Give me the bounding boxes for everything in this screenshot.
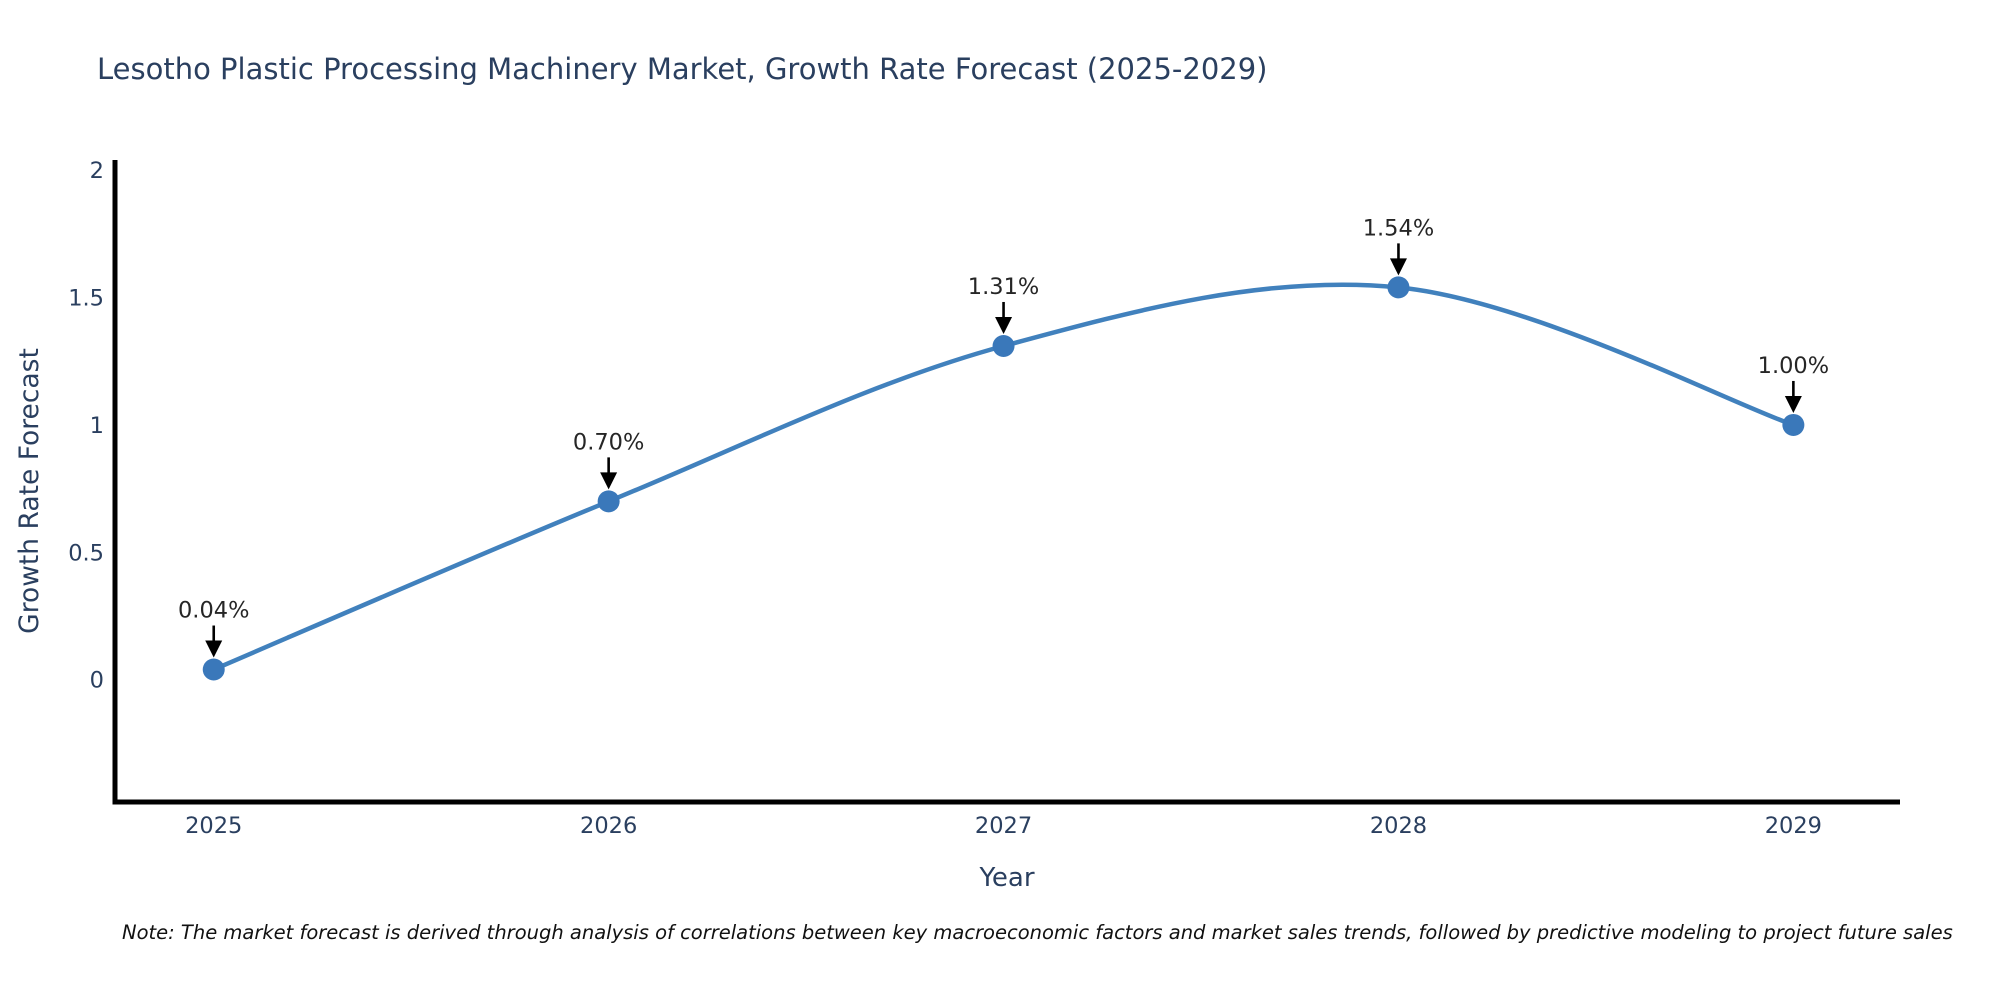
x-tick-label: 2029	[1765, 813, 1822, 839]
y-tick-label: 0	[90, 668, 104, 694]
annotation-arrowhead	[600, 472, 618, 490]
data-point-annotation: 1.00%	[1758, 353, 1829, 413]
annotation-arrowhead	[995, 316, 1013, 334]
data-point-marker	[1782, 413, 1805, 436]
data-point-label: 0.04%	[178, 598, 249, 624]
annotation-arrowhead	[1784, 395, 1802, 413]
data-point-annotation: 0.70%	[573, 429, 644, 490]
data-point-annotation: 1.31%	[968, 274, 1039, 334]
y-tick-label: 1	[90, 413, 104, 439]
x-axis-title: Year	[978, 863, 1034, 893]
data-point-marker	[597, 490, 620, 513]
x-tick-label: 2025	[185, 813, 242, 839]
y-tick-label: 0.5	[68, 540, 104, 566]
chart-title: Lesotho Plastic Processing Machinery Mar…	[97, 52, 1268, 86]
data-point-annotation: 1.54%	[1363, 215, 1434, 276]
x-tick-label: 2027	[975, 813, 1032, 839]
data-point-label: 1.00%	[1758, 353, 1829, 379]
data-point-marker	[202, 658, 225, 681]
data-point-marker	[992, 334, 1015, 357]
data-point-label: 1.31%	[968, 274, 1039, 300]
annotation-arrowhead	[205, 640, 223, 658]
x-tick-label: 2028	[1370, 813, 1427, 839]
axes-layer: 2025 2026 2027 2028 2029 0 0.5 1 1.5 2	[68, 158, 1900, 839]
y-tick-label: 1.5	[68, 286, 104, 312]
y-axis-title: Growth Rate Forecast	[14, 348, 45, 634]
data-point-annotation: 0.04%	[178, 598, 249, 658]
footnote: Note: The market forecast is derived thr…	[122, 921, 1953, 944]
y-tick-label: 2	[90, 158, 104, 184]
annotation-arrowhead	[1389, 258, 1407, 276]
x-tick-label: 2026	[580, 813, 637, 839]
data-point-label: 0.70%	[573, 429, 644, 455]
data-point-label: 1.54%	[1363, 215, 1434, 241]
line-series	[202, 276, 1805, 681]
annotation-layer: 0.04% 0.70% 1.31% 1.54% 1.00%	[178, 215, 1829, 658]
data-point-marker	[1387, 276, 1410, 299]
